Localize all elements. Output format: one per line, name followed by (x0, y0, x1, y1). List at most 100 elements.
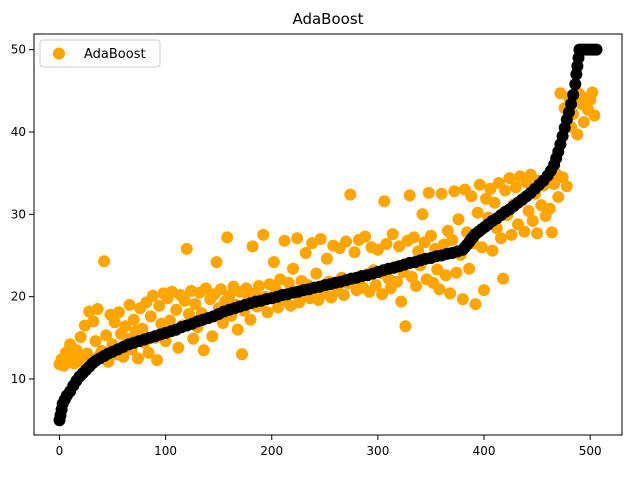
data-point (206, 330, 219, 343)
data-point (473, 178, 486, 191)
data-point (253, 280, 265, 292)
data-point (495, 232, 507, 245)
y-tick-label: 20 (11, 290, 26, 304)
data-point (439, 269, 452, 282)
data-point (410, 280, 423, 292)
y-tick-label: 30 (11, 207, 26, 221)
legend: AdaBoost (39, 39, 161, 68)
data-point (471, 206, 484, 219)
data-point (405, 270, 418, 283)
data-point (91, 303, 104, 315)
data-point (395, 295, 408, 308)
data-point (441, 224, 454, 237)
data-point (378, 195, 391, 208)
data-point (183, 308, 195, 320)
data-point (478, 284, 490, 297)
data-point (340, 235, 352, 248)
data-point (291, 232, 304, 245)
data-point (380, 238, 393, 250)
legend-label: AdaBoost (84, 47, 146, 62)
legend-marker (53, 47, 65, 60)
data-point (267, 256, 280, 269)
data-point (465, 190, 478, 203)
data-point (244, 313, 257, 326)
y-tick-label: 40 (11, 125, 26, 139)
legend-box (39, 39, 161, 68)
data-point (590, 43, 603, 56)
data-point (412, 245, 425, 258)
data-point (123, 298, 136, 311)
data-point (119, 320, 132, 333)
data-point (112, 306, 125, 319)
data-point (588, 109, 601, 122)
data-point (178, 294, 191, 307)
data-point (399, 320, 412, 333)
data-point (187, 332, 200, 345)
data-point (505, 228, 518, 241)
data-point (569, 78, 582, 91)
data-point (146, 289, 159, 302)
data-point (456, 293, 469, 306)
data-point (199, 282, 212, 295)
series-adaboost (53, 86, 601, 372)
data-point (391, 275, 403, 288)
data-point (522, 205, 535, 217)
data-point (503, 172, 516, 185)
data-point (509, 181, 522, 194)
data-point (526, 214, 539, 227)
x-tick-label: 400 (473, 444, 496, 458)
data-point (463, 262, 476, 275)
plot-area (53, 43, 603, 427)
data-point (488, 196, 501, 209)
data-point (386, 228, 399, 241)
x-tick-label: 0 (56, 444, 64, 458)
data-point (221, 231, 234, 244)
data-point (127, 313, 140, 326)
data-point (180, 242, 193, 255)
data-point (371, 243, 384, 256)
data-point (393, 240, 406, 253)
data-point (565, 98, 578, 110)
data-point (231, 323, 244, 336)
data-point (170, 303, 183, 316)
data-point (299, 247, 312, 259)
data-point (545, 226, 558, 239)
data-point (348, 246, 361, 259)
data-point (452, 213, 465, 226)
data-point (416, 208, 429, 221)
data-point (144, 310, 157, 323)
data-point (469, 298, 482, 311)
data-point (552, 191, 565, 203)
data-point (444, 287, 457, 300)
data-point (484, 182, 497, 195)
data-point (189, 298, 202, 311)
data-point (74, 331, 87, 343)
data-point (163, 314, 176, 327)
data-point (450, 266, 463, 279)
series-actual (53, 43, 603, 427)
data-point (153, 299, 166, 312)
data-point (369, 279, 382, 292)
data-point (543, 202, 556, 215)
data-point (89, 335, 102, 348)
data-point (310, 267, 323, 280)
data-point (577, 116, 590, 129)
data-point (287, 262, 299, 275)
data-point (214, 283, 227, 296)
data-point (359, 230, 372, 243)
y-tick-label: 10 (11, 372, 26, 386)
data-point (136, 322, 149, 335)
x-axis: 0 100 200 300 400 500 (56, 435, 602, 458)
data-point (433, 283, 446, 296)
data-point (337, 289, 350, 301)
data-point (475, 241, 488, 254)
data-point (344, 188, 357, 201)
data-point (486, 244, 499, 257)
data-point (320, 252, 333, 265)
data-point (216, 317, 229, 329)
data-point (98, 255, 111, 268)
data-point (422, 186, 435, 199)
y-tick-label: 50 (11, 43, 26, 57)
data-point (586, 86, 599, 99)
